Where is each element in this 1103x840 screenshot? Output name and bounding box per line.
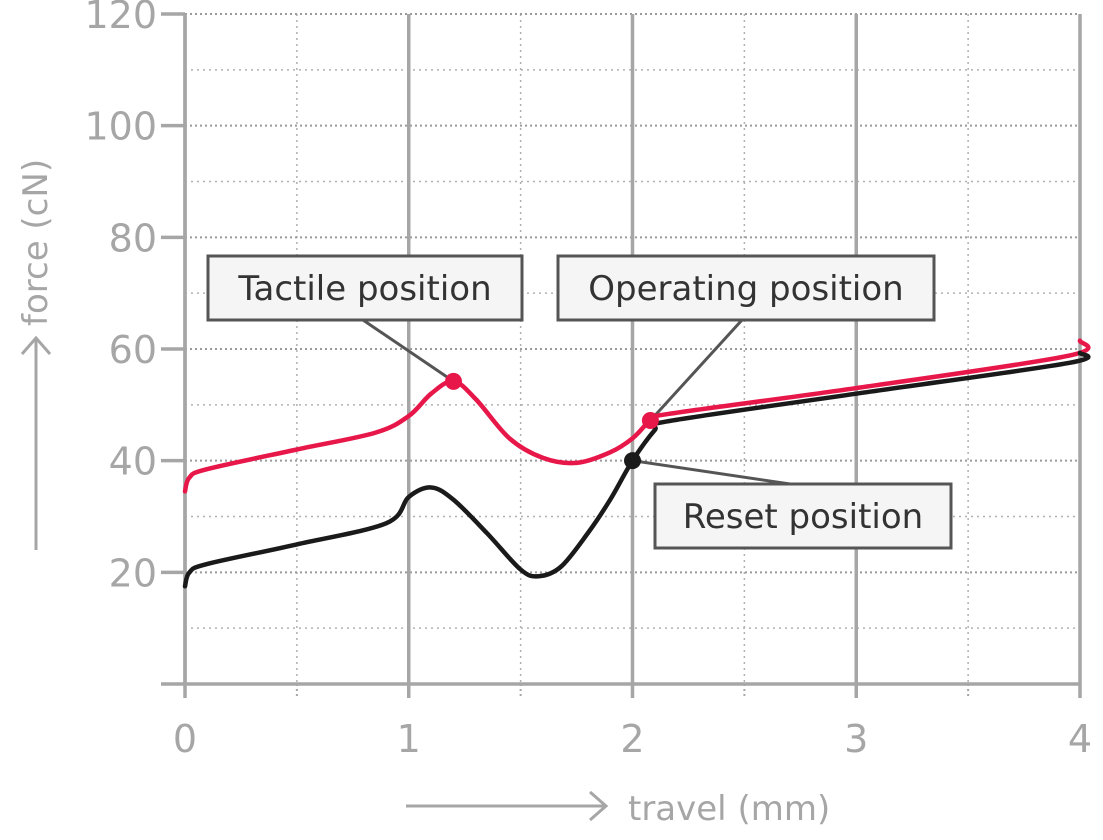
axes <box>161 12 1080 686</box>
reset-callout-box <box>653 482 953 550</box>
y-axis-arrow-head <box>20 335 52 355</box>
x-axis-arrow-head <box>589 790 609 822</box>
y-axis-title: force (cN) <box>16 159 56 326</box>
major-gridlines <box>183 13 1082 698</box>
x-axis-title-group: travel (mm) <box>406 789 830 829</box>
series-line-0 <box>182 338 1091 494</box>
callout-boxes: Tactile position Operating position Reset … <box>206 254 953 550</box>
tactile-callout-box <box>206 254 524 322</box>
tactile-callout-label: Tactile position <box>237 269 491 309</box>
operating-callout-label: Operating position <box>588 269 903 309</box>
x-tick-label: 0 <box>173 717 197 761</box>
y-tick-label: 40 <box>109 440 157 484</box>
tick-labels: 20 40 60 80 100 120 0 1 2 3 4 <box>84 0 1092 761</box>
leader-line-reset <box>632 459 791 486</box>
x-tick-label: 2 <box>620 717 644 761</box>
y-tick-label: 100 <box>84 105 157 149</box>
operating-callout-box <box>556 254 936 322</box>
position-markers <box>445 372 659 470</box>
leader-line-tactile <box>362 318 455 383</box>
x-axis-title: travel (mm) <box>628 789 830 829</box>
x-tick-label: 4 <box>1068 717 1092 761</box>
series-group <box>182 338 1091 589</box>
reset-position-marker <box>624 452 641 470</box>
y-tick-label: 60 <box>109 328 157 372</box>
y-tick-label: 20 <box>109 551 157 595</box>
y-tick-label: 80 <box>109 216 157 260</box>
reset-callout-label: Reset position <box>683 497 923 537</box>
callout-leaders <box>362 318 791 486</box>
tactile-position-marker <box>445 372 462 390</box>
y-tick-label: 120 <box>84 0 157 37</box>
operating-position-marker <box>641 411 659 429</box>
series-line-1 <box>182 350 1091 589</box>
x-tick-label: 1 <box>397 717 421 761</box>
leader-line-operating <box>649 318 744 422</box>
y-axis-title-group: force (cN) <box>16 159 56 550</box>
x-tick-label: 3 <box>844 717 868 761</box>
